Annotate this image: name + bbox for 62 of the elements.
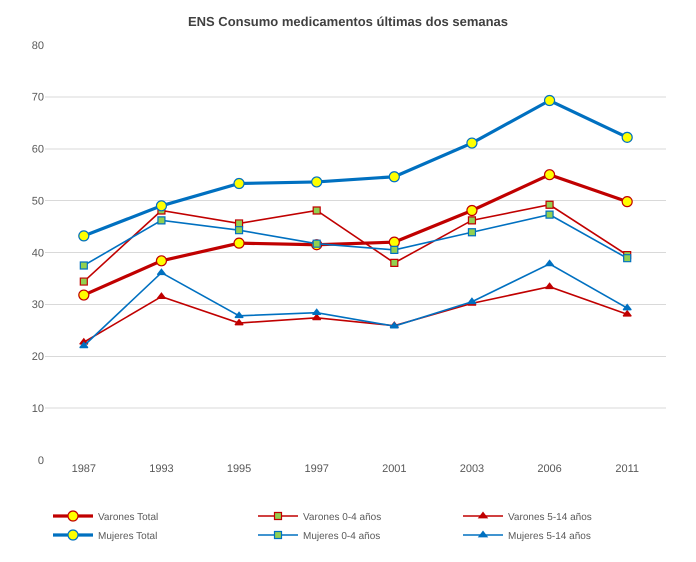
point [79,342,88,348]
point [468,216,476,224]
legend-label: Varones Total [98,512,158,523]
point [78,230,90,242]
x-tick-label: 2011 [615,463,640,475]
point [157,216,166,224]
point [80,261,88,270]
point [156,268,166,276]
point [466,204,478,216]
point [312,240,321,248]
x-tick-label: 2001 [382,463,407,475]
legend-label: Mujeres 0-4 años [303,530,380,542]
point [312,206,321,215]
point [78,289,90,301]
point [544,169,556,180]
point [622,310,632,317]
point [156,292,166,299]
point [156,255,168,266]
y-tick-label: 30 [32,299,44,312]
point [468,228,476,236]
point [80,277,88,286]
point [466,137,478,149]
point [544,260,554,266]
point [544,94,556,106]
point [390,246,398,254]
point [544,282,554,290]
point [156,200,168,212]
y-tick-label: 80 [32,40,44,52]
legend-label: Varones 0-4 años [303,512,382,523]
x-tick-label: 2003 [460,463,484,475]
point [311,176,322,188]
chart-title: ENS Consumo medicamentos últimas dos semanas [188,14,508,29]
point [234,318,244,326]
legend-label: Mujeres Total [98,530,158,542]
y-tick-label: 20 [32,351,44,364]
point [234,312,244,318]
y-tick-label: 0 [38,454,44,467]
y-tick-label: 60 [32,144,44,156]
y-tick-label: 10 [32,402,44,415]
point [622,132,633,143]
point [390,258,398,267]
y-tick-label: 40 [32,247,44,260]
point [545,200,554,209]
point [312,308,322,316]
point [234,226,244,234]
point [622,196,633,208]
x-tick-label: 1993 [149,463,174,475]
point [622,304,632,310]
point [623,254,632,262]
point [233,238,245,249]
point [233,178,245,190]
point [388,171,400,182]
point [388,236,400,248]
x-tick-label: 1995 [226,463,252,475]
legend-label: Varones 5-14 años [508,512,592,523]
x-tick-label: 1997 [304,463,329,475]
point [545,210,554,219]
y-tick-label: 70 [32,92,44,104]
x-tick-label: 1987 [72,463,96,475]
legend-label: Mujeres 5-14 años [508,530,591,542]
x-tick-label: 2006 [537,463,562,475]
y-tick-label: 50 [32,195,44,208]
